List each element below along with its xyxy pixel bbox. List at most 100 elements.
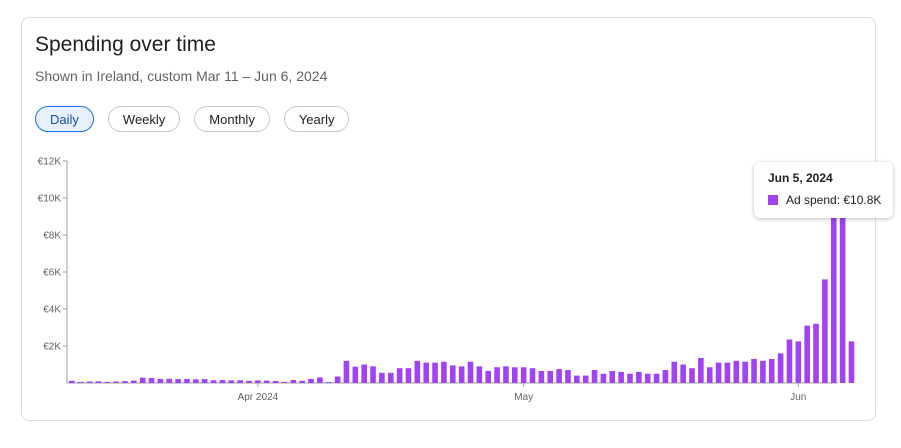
bar [325, 382, 332, 383]
bar [547, 370, 554, 383]
bar [768, 358, 775, 383]
bar [77, 381, 84, 383]
tab-weekly[interactable]: Weekly [107, 106, 181, 132]
bar [263, 380, 270, 383]
tab-daily[interactable]: Daily [35, 106, 94, 132]
card-title: Spending over time [35, 33, 216, 56]
bar [308, 378, 314, 383]
bar [680, 364, 686, 383]
bar [237, 380, 243, 383]
bar [370, 366, 376, 383]
bar [86, 381, 93, 383]
bar [423, 362, 429, 383]
bar [813, 323, 819, 383]
bar [520, 367, 527, 383]
bar [777, 353, 784, 383]
x-tick-label: Apr 2024 [238, 392, 279, 403]
bar [733, 360, 740, 383]
bar [290, 380, 297, 383]
bar [671, 361, 678, 383]
card-subtitle: Shown in Ireland, custom Mar 11 – Jun 6,… [35, 68, 328, 84]
bar [148, 378, 155, 383]
chart-tooltip: Jun 5, 2024 Ad spend: €10.8K [754, 162, 893, 218]
bar [69, 380, 75, 383]
bar [618, 371, 624, 383]
y-tick-label: €2K [43, 342, 61, 353]
bar [414, 360, 421, 383]
spending-card [21, 17, 876, 421]
granularity-tabs: Daily Weekly Monthly Yearly [35, 106, 350, 132]
bar [405, 368, 412, 383]
bar [396, 368, 403, 383]
bar [228, 380, 235, 383]
bar [352, 366, 359, 383]
bar [760, 360, 766, 383]
y-tick-label: €6K [43, 268, 61, 279]
bar [449, 365, 456, 383]
bar [574, 375, 580, 383]
bar [556, 369, 562, 384]
bar [343, 360, 350, 383]
bar [538, 370, 545, 383]
tab-yearly[interactable]: Yearly [283, 106, 350, 132]
x-tick-label: Jun [790, 392, 806, 403]
bar [565, 370, 571, 383]
bar [334, 376, 341, 383]
bar [689, 368, 695, 383]
bar [485, 370, 492, 383]
bar [662, 370, 669, 383]
bar [157, 378, 164, 383]
bar [166, 378, 173, 383]
bar [627, 373, 633, 383]
bar [698, 358, 704, 383]
bar [219, 380, 226, 383]
bar [724, 362, 731, 383]
bar [139, 377, 146, 383]
bar [361, 364, 367, 383]
bar [706, 367, 713, 383]
bar [715, 362, 722, 383]
bar [104, 381, 111, 383]
bar [839, 183, 846, 383]
bar [644, 373, 651, 383]
bar [529, 368, 536, 383]
bar [582, 375, 589, 383]
bar [432, 362, 438, 383]
y-tick-label: €10K [38, 194, 62, 205]
tab-monthly[interactable]: Monthly [194, 106, 270, 132]
bar [201, 379, 208, 383]
bar [609, 370, 616, 383]
bar [255, 380, 261, 383]
bar [131, 380, 137, 383]
bar [795, 341, 802, 384]
bar [122, 381, 128, 383]
bar [494, 367, 500, 383]
y-tick-label: €12K [38, 157, 62, 168]
y-tick-label: €4K [43, 305, 61, 316]
tooltip-date: Jun 5, 2024 [768, 171, 833, 185]
bar [822, 279, 828, 383]
bar [591, 370, 598, 383]
bar [272, 380, 279, 383]
x-tick-label: May [514, 392, 533, 403]
bar [600, 373, 607, 383]
bar [175, 379, 181, 383]
bar [653, 373, 660, 383]
bar [387, 372, 394, 383]
bar [458, 366, 465, 383]
bar [193, 379, 199, 383]
bar [379, 372, 385, 383]
bar [467, 361, 474, 383]
bar [503, 366, 509, 383]
bar [441, 361, 447, 383]
bar [246, 380, 252, 383]
bar [184, 378, 190, 383]
bar [317, 377, 323, 383]
bar [751, 358, 757, 383]
bar [804, 325, 810, 383]
bar [742, 361, 748, 383]
bar [299, 380, 305, 383]
tooltip-row: Ad spend: €10.8K [768, 193, 881, 207]
bar [95, 381, 102, 383]
